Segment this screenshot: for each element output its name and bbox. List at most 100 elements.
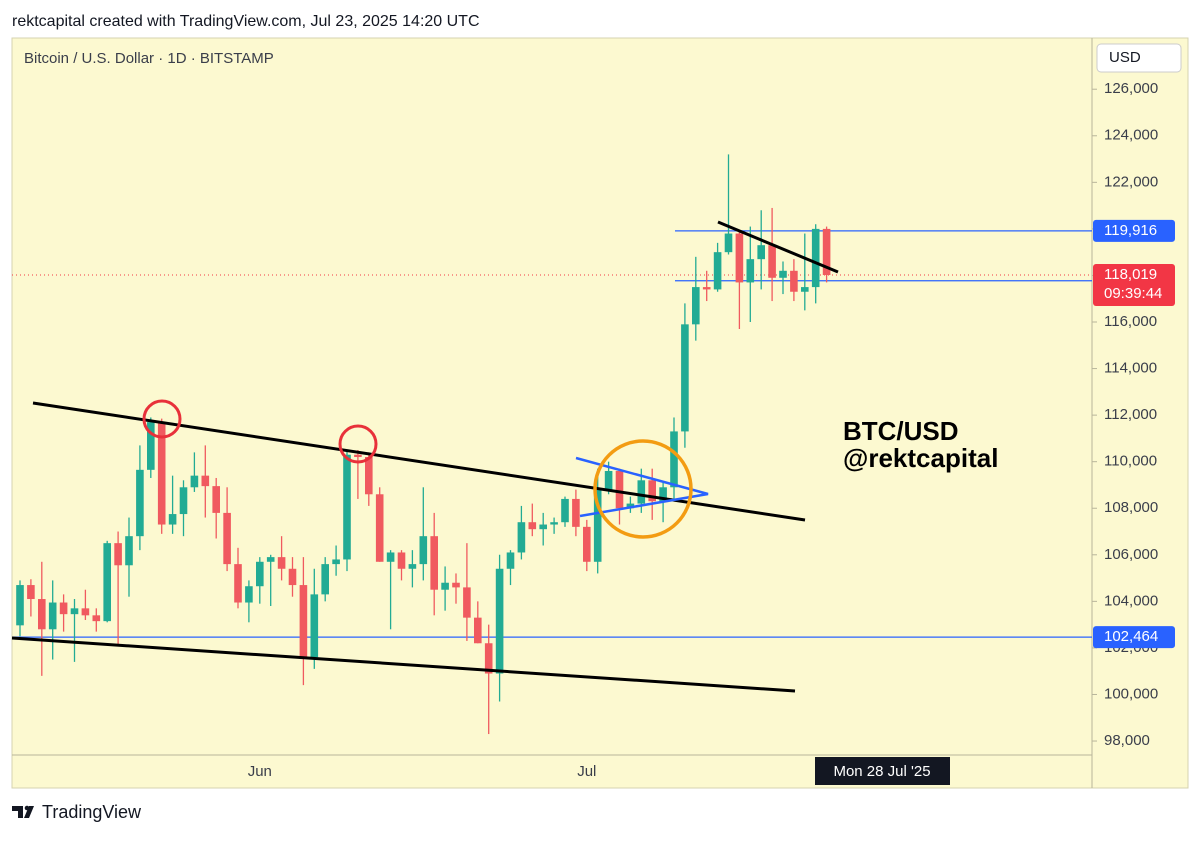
candle-body bbox=[506, 552, 515, 569]
candle-body bbox=[59, 602, 68, 615]
trendline bbox=[717, 220, 839, 274]
candle-body bbox=[811, 228, 820, 288]
candle-body bbox=[397, 552, 406, 569]
y-tick-label: 104,000 bbox=[1104, 592, 1158, 609]
trendline bbox=[11, 636, 796, 693]
candle-body bbox=[354, 454, 362, 458]
candle-body bbox=[539, 524, 547, 530]
candle-body bbox=[81, 608, 90, 616]
y-tick-label: 116,000 bbox=[1104, 313, 1157, 330]
candle-body bbox=[637, 480, 646, 504]
crosshair-box bbox=[815, 757, 950, 785]
y-tick-label: 114,000 bbox=[1104, 360, 1157, 377]
candle-body bbox=[277, 557, 286, 569]
candle-body bbox=[528, 522, 537, 530]
last-price-label: 118,019 bbox=[1104, 266, 1157, 283]
price-tag bbox=[1093, 219, 1175, 242]
candle-body bbox=[517, 522, 526, 553]
logo bbox=[12, 805, 34, 818]
candle-body bbox=[822, 228, 831, 276]
candle-body bbox=[365, 457, 373, 495]
y-tick-label: 106,000 bbox=[1104, 546, 1158, 563]
price-tag bbox=[1093, 626, 1175, 649]
candle-body bbox=[408, 564, 417, 569]
candle-body bbox=[604, 470, 613, 490]
candle-body bbox=[179, 487, 188, 515]
axis: 98,000100,000102,000104,000106,000108,00… bbox=[248, 80, 1175, 780]
candle-body bbox=[648, 480, 656, 502]
candle-body bbox=[321, 564, 329, 595]
candle-body bbox=[288, 568, 297, 586]
candle-body bbox=[746, 259, 755, 283]
candle-body bbox=[484, 643, 493, 674]
currency: USD bbox=[1109, 49, 1141, 66]
candle-body bbox=[790, 270, 798, 292]
logo-dot bbox=[24, 805, 30, 811]
candle-body bbox=[299, 585, 308, 658]
header: rektcapital created with TradingView.com… bbox=[12, 13, 480, 30]
candle-body bbox=[234, 564, 242, 603]
candle-body bbox=[48, 602, 57, 630]
candle-body bbox=[256, 561, 264, 587]
candle-body bbox=[114, 543, 122, 566]
circle bbox=[593, 439, 693, 539]
candle-body bbox=[583, 526, 591, 562]
candle-body bbox=[441, 582, 449, 590]
candle-body bbox=[190, 475, 199, 488]
candle-body bbox=[16, 585, 24, 626]
candle-body bbox=[735, 233, 744, 283]
candle-body bbox=[375, 494, 384, 562]
last-price-tag bbox=[1093, 264, 1175, 307]
y-tick-label: 108,000 bbox=[1104, 499, 1158, 516]
y-tick-label: 124,000 bbox=[1104, 127, 1158, 144]
circle bbox=[338, 424, 378, 464]
triangle bbox=[575, 456, 709, 518]
x-tick-label: Jun bbox=[248, 763, 272, 780]
candle-body bbox=[681, 324, 689, 432]
candle-body bbox=[572, 498, 580, 527]
candle-body bbox=[550, 522, 558, 525]
chart-title: Bitcoin / U.S. Dollar · 1D · BITSTAMP bbox=[24, 50, 274, 67]
logo-icon bbox=[12, 806, 34, 818]
candle-body bbox=[702, 287, 711, 290]
candle-body bbox=[168, 514, 177, 525]
annotation: @rektcapital bbox=[843, 443, 998, 473]
candle-body bbox=[212, 486, 220, 513]
candle-body bbox=[713, 252, 722, 290]
candle-body bbox=[103, 543, 111, 622]
y-tick-label: 112,000 bbox=[1104, 406, 1157, 423]
candle-body bbox=[463, 587, 471, 618]
candle-body bbox=[452, 582, 460, 588]
candle-body bbox=[724, 233, 733, 253]
candle-body bbox=[70, 608, 79, 615]
candle-body bbox=[332, 559, 340, 565]
candle-body bbox=[757, 245, 765, 260]
x-tick-label: Jul bbox=[577, 763, 596, 780]
chart-frame bbox=[11, 37, 1189, 789]
candle-body bbox=[430, 536, 438, 590]
candle-body bbox=[310, 594, 319, 658]
candle-body bbox=[125, 536, 133, 566]
candle-body bbox=[626, 503, 635, 509]
plot bbox=[12, 154, 1092, 735]
candle-body bbox=[801, 287, 809, 292]
candle-body bbox=[201, 475, 210, 487]
candle-body bbox=[593, 489, 602, 562]
y-tick-label: 100,000 bbox=[1104, 685, 1158, 702]
candle-body bbox=[147, 422, 155, 470]
candle-body bbox=[495, 568, 504, 674]
candle-body bbox=[561, 498, 569, 523]
candle-body bbox=[692, 287, 700, 325]
currency-box bbox=[1096, 43, 1182, 73]
candle-body bbox=[136, 469, 144, 537]
candle-body bbox=[343, 454, 351, 560]
candle-body bbox=[768, 245, 776, 278]
candle-body bbox=[27, 585, 35, 600]
candle-body bbox=[659, 487, 667, 502]
candle-body bbox=[92, 615, 101, 622]
countdown: 09:39:44 bbox=[1104, 285, 1162, 302]
candle-body bbox=[419, 536, 428, 565]
candle-body bbox=[38, 599, 46, 630]
